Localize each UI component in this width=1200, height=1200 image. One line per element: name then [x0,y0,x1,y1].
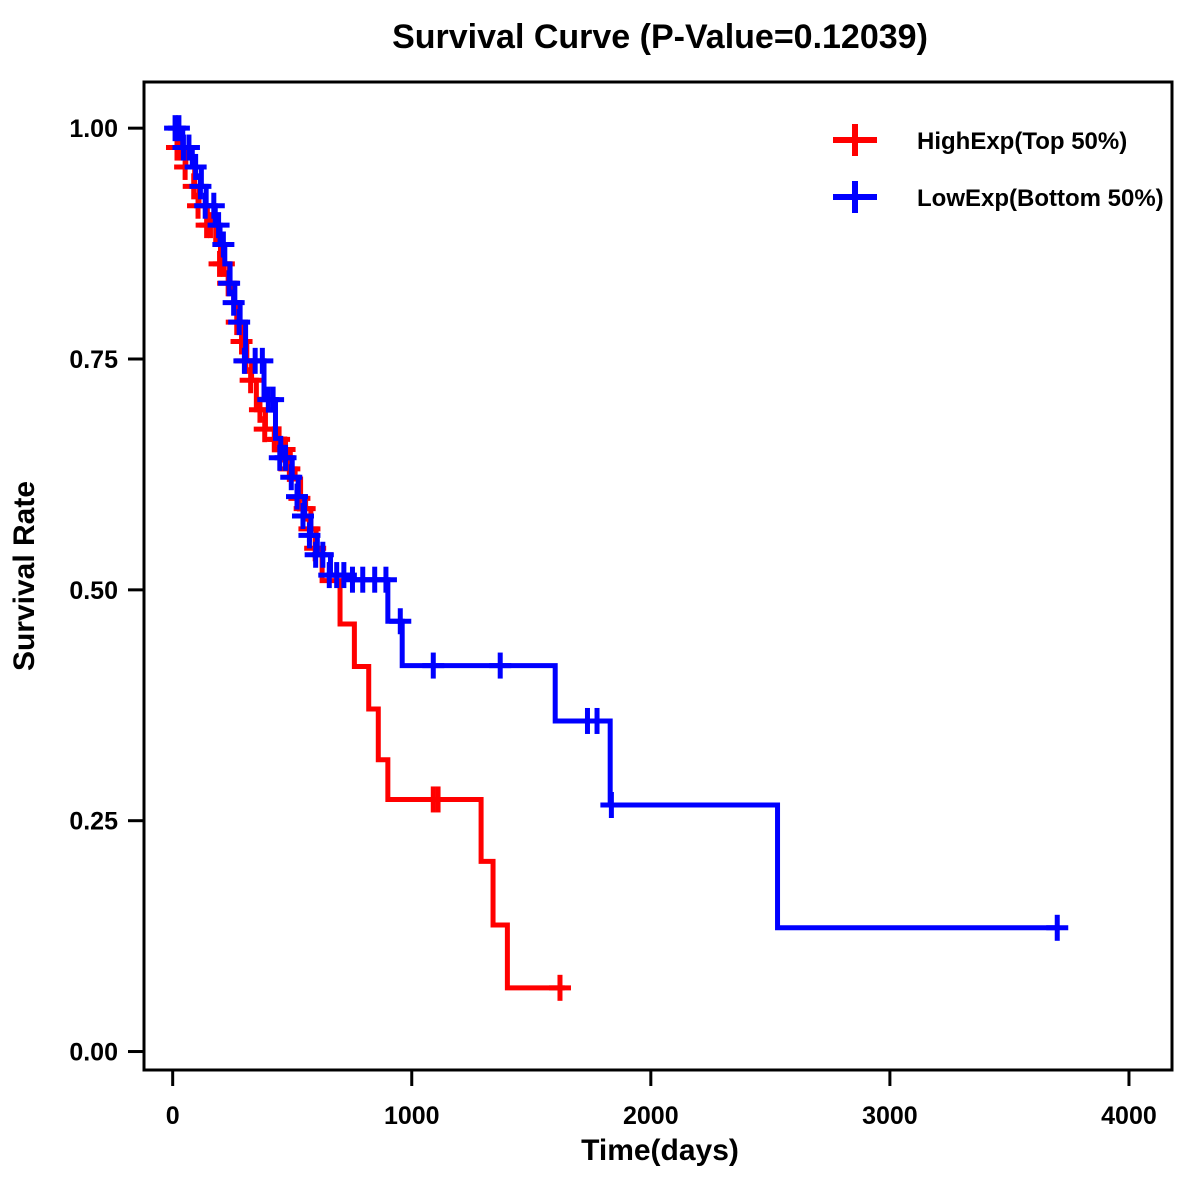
chart-legend: HighExp(Top 50%) LowExp(Bottom 50%) [833,124,1164,213]
censor-plus-icon [239,367,262,394]
y-axis-title: Survival Rate [8,481,41,671]
censor-plus-icon [274,444,297,471]
x-axis-ticks: 0 1000 2000 3000 4000 [166,1070,1157,1130]
x-tick-label: 1000 [384,1102,440,1130]
legend-plus-marker-icon [833,181,877,213]
censor-plus-icon [228,309,251,336]
censor-plus-icon [212,231,235,258]
x-axis-title: Time(days) [581,1134,739,1167]
x-tick-label: 3000 [862,1102,918,1130]
series-layer [164,115,1069,1001]
censor-plus-icon [311,541,334,568]
legend-entry-high-exp[interactable]: HighExp(Top 50%) [833,124,1127,156]
km-step-line [172,125,565,991]
legend-entry-low-exp[interactable]: LowExp(Bottom 50%) [833,181,1164,213]
censor-plus-icon [218,270,241,297]
plot-frame [142,80,1174,1072]
censor-plus-icon [262,386,285,413]
censor-plus-icon [291,502,314,529]
censor-plus-icon [427,786,450,813]
series-low-exp [164,115,1069,941]
censor-plus-icon [251,347,274,374]
censor-plus-icon [489,652,512,679]
censor-plus-icon [202,192,225,219]
y-tick-label: 0.25 [69,808,118,836]
censor-plus-icon [177,134,200,161]
censor-plus-icon [389,608,412,635]
censor-plus-icon [286,483,309,510]
censor-plus-icon [548,974,571,1001]
censor-plus-icon [222,289,245,316]
censor-plus-icon [207,212,230,239]
censor-plus-icon [422,652,445,679]
x-tick-label: 0 [166,1102,180,1130]
y-tick-label: 0.75 [69,346,118,374]
censor-plus-icon [374,566,397,593]
x-tick-label: 4000 [1101,1102,1157,1130]
chart-title: Survival Curve (P-Value=0.12039) [392,18,928,56]
censor-plus-icon [298,522,321,549]
censor-plus-icon [189,173,212,200]
censor-plus-icon [600,791,623,818]
y-tick-label: 0.00 [69,1039,118,1067]
y-tick-label: 1.00 [69,115,118,143]
legend-plus-marker-icon [833,124,877,156]
legend-label: LowExp(Bottom 50%) [917,185,1164,212]
censor-plus-icon [167,115,190,142]
censor-plus-icon [586,707,609,734]
legend-label: HighExp(Top 50%) [917,128,1127,155]
censor-plus-icon [280,464,303,491]
y-tick-label: 0.50 [69,577,118,605]
y-axis-ticks: 0.00 0.25 0.50 0.75 1.00 [69,115,144,1067]
censor-plus-icon [184,153,207,180]
x-tick-label: 2000 [623,1102,679,1130]
censor-plus-icon [1046,914,1069,941]
